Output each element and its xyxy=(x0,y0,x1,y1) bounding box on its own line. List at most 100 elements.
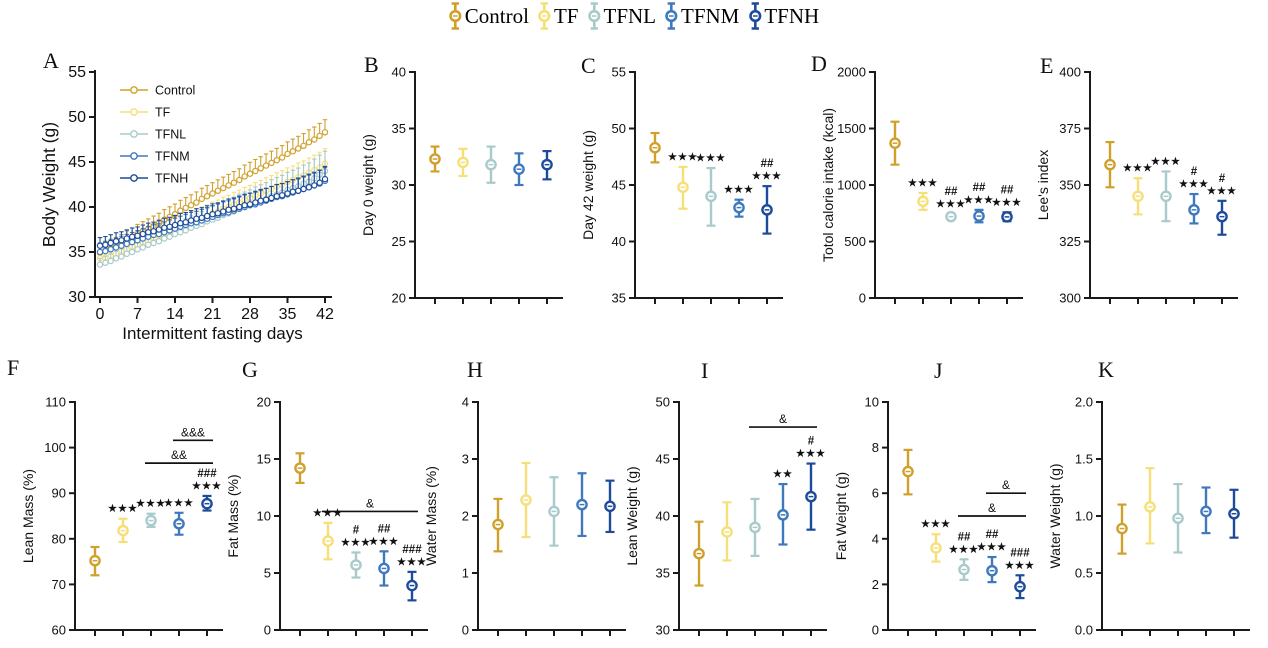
legend-label: TFNL xyxy=(603,3,656,28)
data-point-tfnm xyxy=(513,152,525,187)
y-axis-title: Lee's index xyxy=(1035,150,1051,220)
data-point-tfnl xyxy=(1160,170,1172,223)
y-tick-label: 0 xyxy=(264,623,271,638)
x-axis-title: Intermittent fasting days xyxy=(122,324,302,343)
significance-mark: ## xyxy=(986,529,999,541)
data-point-tfnm xyxy=(1188,192,1200,225)
y-axis-title: Lean Mass (%) xyxy=(20,469,36,563)
data-point-tf xyxy=(1132,177,1144,216)
panel-letter-d: D xyxy=(811,51,827,76)
data-point-tfnl xyxy=(945,210,957,223)
y-tick-label: 30 xyxy=(392,178,406,193)
y-tick-label: 2 xyxy=(462,509,469,524)
data-point-tf xyxy=(930,533,942,563)
data-point-tfnm xyxy=(733,198,745,218)
legend-label: TFNM xyxy=(680,3,740,28)
significance-mark: ★★★ xyxy=(397,557,427,568)
data-point-tfnh xyxy=(1014,574,1026,600)
panel-letter-b: B xyxy=(364,52,379,77)
y-tick-label: 50 xyxy=(656,395,670,410)
y-tick-label: 45 xyxy=(612,178,626,193)
bracket-label: & xyxy=(988,501,996,515)
significance-mark: ## xyxy=(1001,184,1014,196)
data-point-control xyxy=(294,452,306,485)
data-point-tfnm xyxy=(986,555,998,584)
data-point-tfnm xyxy=(576,472,588,538)
y-tick-label: 50 xyxy=(68,109,86,126)
y-tick-label: 1.5 xyxy=(1075,452,1093,467)
significance-mark: ### xyxy=(402,544,422,556)
y-tick-label: 35 xyxy=(656,566,670,581)
y-tick-label: 45 xyxy=(656,452,670,467)
data-point-tf xyxy=(677,165,689,210)
inset-legend-item-tfnl: TFNL xyxy=(120,128,186,142)
error-bar-marker-icon xyxy=(665,2,678,30)
data-point-tfnm xyxy=(1200,486,1212,535)
significance-mark: ★★★ xyxy=(977,542,1007,553)
x-tick-label: 7 xyxy=(133,306,142,323)
data-point-control xyxy=(649,131,661,164)
bracket-label: &&& xyxy=(181,425,205,439)
significance-mark: ★★★ xyxy=(796,449,826,460)
y-axis-title: Day 0 weight (g) xyxy=(360,134,376,236)
data-point-tfnh xyxy=(1001,211,1013,223)
significance-mark: ## xyxy=(973,182,986,194)
significance-mark: ★★★ xyxy=(724,185,754,196)
significance-mark: ★★★ xyxy=(192,481,222,492)
y-tick-label: 0.0 xyxy=(1075,623,1093,638)
x-tick-label: 42 xyxy=(316,306,334,323)
data-point-tf xyxy=(117,517,129,544)
data-point-control xyxy=(89,545,101,577)
error-bar-marker-icon xyxy=(587,2,601,30)
panel-b-day0-weight-chart: 20 25 30 35 40 Day 0 weight (g) xyxy=(360,60,582,312)
data-point-tfnm xyxy=(777,482,789,546)
significance-mark: ## xyxy=(761,158,774,170)
chart-svg-a: 30 35 40 45 50 55 0 7 14 21 28 35 42 Body Weight (g) I… xyxy=(40,64,334,343)
significance-mark: ★★★ xyxy=(108,504,138,515)
y-tick-label: 10 xyxy=(865,395,879,410)
y-tick-label: 4 xyxy=(462,395,469,410)
significance-mark: ★★★ xyxy=(1123,163,1153,174)
significance-mark: ★★★ xyxy=(992,197,1022,208)
data-point-control xyxy=(889,120,901,166)
panel-h-water-mass-chart: 0 1 2 3 4 Water Mass (%) xyxy=(423,390,645,644)
y-tick-label: 40 xyxy=(68,199,86,216)
y-tick-label: 90 xyxy=(52,486,66,501)
x-tick-label: 14 xyxy=(166,306,184,323)
legend-label: TF xyxy=(553,3,579,28)
y-tick-label: 2000 xyxy=(837,65,866,80)
data-point-tf xyxy=(322,521,334,561)
y-tick-label: 6 xyxy=(872,486,879,501)
y-tick-label: 70 xyxy=(52,577,66,592)
panel-letter-e: E xyxy=(1040,53,1054,78)
y-tick-label: 35 xyxy=(612,291,626,306)
significance-mark: ### xyxy=(1010,547,1030,559)
y-tick-label: 0.5 xyxy=(1075,566,1093,581)
y-axis-title: Water Mass (%) xyxy=(423,466,439,566)
panel-a-body-weight-line-chart: 30 35 40 45 50 55 0 7 14 21 28 35 42 Body Weight (g) I… xyxy=(40,58,355,350)
significance-mark: # xyxy=(808,436,815,448)
y-tick-label: 55 xyxy=(68,64,86,81)
panel-letter-i: I xyxy=(701,358,709,383)
y-axis-title: Day 42 weight (g) xyxy=(580,130,596,240)
y-tick-label: 40 xyxy=(392,65,406,80)
chart-svg-d: 0 500 1000 1500 2000 Totol calorie intake (kc… xyxy=(820,65,1023,306)
y-axis-title: Fat Weight (g) xyxy=(833,472,849,560)
y-tick-label: 30 xyxy=(68,289,86,306)
significance-mark: ★★★ xyxy=(341,537,371,548)
data-point-tf xyxy=(917,191,929,211)
data-point-tfnh xyxy=(201,494,213,512)
significance-mark: ★★★ xyxy=(1207,186,1237,197)
error-bar-marker-icon xyxy=(748,2,761,30)
data-point-tfnh xyxy=(1216,199,1228,236)
bracket-label: & xyxy=(1002,478,1010,492)
y-tick-label: 110 xyxy=(45,395,66,410)
data-point-tf xyxy=(721,501,733,562)
significance-mark: ★★★ xyxy=(921,519,951,530)
panel-k-water-weight-chart: 0.0 0.5 1.0 1.5 2.0 Water Weight (g) xyxy=(1047,390,1268,644)
panel-i-lean-weight-chart: 30 35 40 45 50 Lean Weight (g) & ★★ # ★★★ xyxy=(624,390,846,644)
